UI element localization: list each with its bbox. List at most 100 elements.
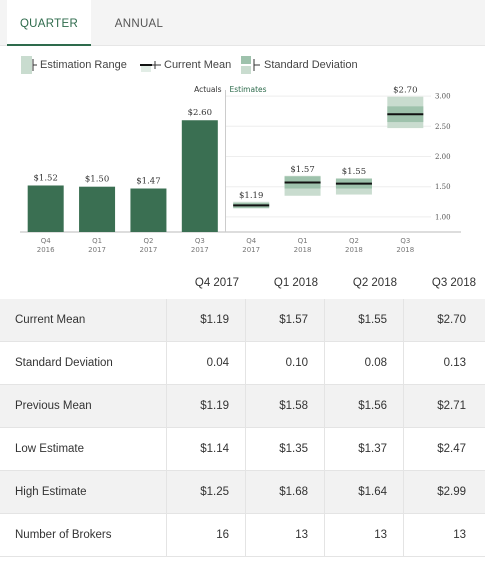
tab-quarter[interactable]: QUARTER xyxy=(7,0,91,46)
table-cell: 16 xyxy=(216,529,229,541)
column-divider xyxy=(166,299,167,342)
table-cell: 13 xyxy=(295,529,308,541)
table-cell: $2.71 xyxy=(437,400,466,412)
x-tick-label-year: 2017 xyxy=(88,246,106,254)
column-divider xyxy=(245,428,246,471)
x-tick-label-quarter: Q2 xyxy=(349,237,359,245)
x-tick-label-quarter: Q4 xyxy=(246,237,257,245)
table-cell: $1.55 xyxy=(358,314,387,326)
table-cell: $1.56 xyxy=(358,400,387,412)
column-divider xyxy=(324,471,325,514)
table-row-number-of-brokers: Number of Brokers 16 13 13 13 xyxy=(0,514,485,557)
legend-standard-deviation: Standard Deviation xyxy=(240,55,358,75)
column-divider xyxy=(166,385,167,428)
column-divider xyxy=(166,471,167,514)
y-tick-label: 2.50 xyxy=(435,123,451,131)
row-label: Low Estimate xyxy=(15,443,85,455)
column-divider xyxy=(324,299,325,342)
column-header-q3-2018: Q3 2018 xyxy=(431,277,476,289)
standard-deviation-swatch-icon xyxy=(241,56,260,74)
table-cell: $1.58 xyxy=(279,400,308,412)
row-label: Current Mean xyxy=(15,314,86,326)
column-header-q1-2018: Q1 2018 xyxy=(273,277,318,289)
actual-bar xyxy=(181,120,218,232)
column-divider xyxy=(245,342,246,385)
estimates-section-label: Estimates xyxy=(230,85,267,94)
actual-bar xyxy=(130,188,167,232)
table-cell: $2.99 xyxy=(437,486,466,498)
column-divider xyxy=(403,342,404,385)
table-cell: $1.68 xyxy=(279,486,308,498)
table-cell: 0.08 xyxy=(364,357,387,369)
table-cell: 13 xyxy=(374,529,387,541)
table-cell: 13 xyxy=(453,529,466,541)
table-cell: $1.19 xyxy=(200,314,229,326)
column-header-q4-2017: Q4 2017 xyxy=(194,277,239,289)
column-divider xyxy=(324,514,325,557)
column-divider xyxy=(245,299,246,342)
actual-bar xyxy=(27,185,64,232)
y-tick-label: 3.00 xyxy=(435,93,451,101)
x-tick-label-year: 2017 xyxy=(140,246,158,254)
legend-estimation-range: Estimation Range xyxy=(20,55,127,75)
table-row-current-mean: Current Mean $1.19 $1.57 $1.55 $2.70 xyxy=(0,299,485,342)
table-row-high-estimate: High Estimate $1.25 $1.68 $1.64 $2.99 xyxy=(0,471,485,514)
column-divider xyxy=(166,428,167,471)
x-tick-label-year: 2016 xyxy=(37,246,55,254)
table-row-previous-mean: Previous Mean $1.19 $1.58 $1.56 $2.71 xyxy=(0,385,485,428)
estimation-range-swatch-icon xyxy=(21,56,37,74)
table-cell: $2.70 xyxy=(437,314,466,326)
column-divider xyxy=(403,514,404,557)
column-divider xyxy=(245,471,246,514)
y-tick-label: 1.00 xyxy=(435,213,451,221)
actual-value-label: $1.52 xyxy=(34,173,58,183)
column-divider xyxy=(166,514,167,557)
estimate-value-label: $2.70 xyxy=(393,86,417,96)
table-cell: $1.14 xyxy=(200,443,229,455)
estimate-value-label: $1.55 xyxy=(342,167,366,177)
x-tick-label-year: 2018 xyxy=(345,246,363,254)
table-cell: 0.04 xyxy=(206,357,229,369)
table-cell: $1.35 xyxy=(279,443,308,455)
eps-chart: 1.00 1.50 2.00 2.50 3.00 Actuals Estimates $1.5… xyxy=(0,82,485,264)
x-tick-label-quarter: Q1 xyxy=(298,237,308,245)
column-divider xyxy=(403,428,404,471)
legend-estimation-range-label: Estimation Range xyxy=(40,59,127,71)
eps-chart-svg: 1.00 1.50 2.00 2.50 3.00 Actuals Estimates $1.5… xyxy=(20,82,461,254)
actuals-section-label: Actuals xyxy=(194,85,221,94)
x-tick-label-year: 2018 xyxy=(294,246,312,254)
column-divider xyxy=(166,342,167,385)
x-tick-label-quarter: Q1 xyxy=(92,237,102,245)
estimates-table: Current Mean $1.19 $1.57 $1.55 $2.70 Sta… xyxy=(0,299,485,557)
table-cell: $1.19 xyxy=(200,400,229,412)
period-tabs: QUARTER ANNUAL xyxy=(0,0,485,46)
y-tick-label: 2.00 xyxy=(435,153,451,161)
table-cell: 0.10 xyxy=(285,357,308,369)
table-row-standard-deviation: Standard Deviation 0.04 0.10 0.08 0.13 xyxy=(0,342,485,385)
tab-annual[interactable]: ANNUAL xyxy=(114,18,164,30)
actual-bar xyxy=(79,186,116,232)
legend-current-mean: Current Mean xyxy=(140,55,231,75)
x-tick-label-quarter: Q3 xyxy=(195,237,205,245)
estimate-value-label: $1.57 xyxy=(290,165,314,175)
table-cell: $1.57 xyxy=(279,314,308,326)
x-tick-label-quarter: Q2 xyxy=(143,237,153,245)
row-label: Number of Brokers xyxy=(15,529,112,541)
column-divider xyxy=(324,385,325,428)
x-tick-label-quarter: Q4 xyxy=(41,237,52,245)
chart-legend: Estimation Range Current Mean Standard D… xyxy=(0,52,485,78)
table-cell: $1.64 xyxy=(358,486,387,498)
column-divider xyxy=(245,514,246,557)
table-cell: $1.25 xyxy=(200,486,229,498)
x-tick-label-year: 2017 xyxy=(191,246,209,254)
table-cell: $2.47 xyxy=(437,443,466,455)
x-tick-label-quarter: Q3 xyxy=(400,237,410,245)
row-label: High Estimate xyxy=(15,486,87,498)
column-header-q2-2018: Q2 2018 xyxy=(352,277,397,289)
legend-standard-deviation-label: Standard Deviation xyxy=(264,59,358,71)
row-label: Standard Deviation xyxy=(15,357,113,369)
table-column-headers: Q4 2017 Q1 2018 Q2 2018 Q3 2018 xyxy=(0,272,485,296)
actual-value-label: $1.50 xyxy=(85,175,109,185)
y-tick-label: 1.50 xyxy=(435,183,451,191)
column-divider xyxy=(403,299,404,342)
